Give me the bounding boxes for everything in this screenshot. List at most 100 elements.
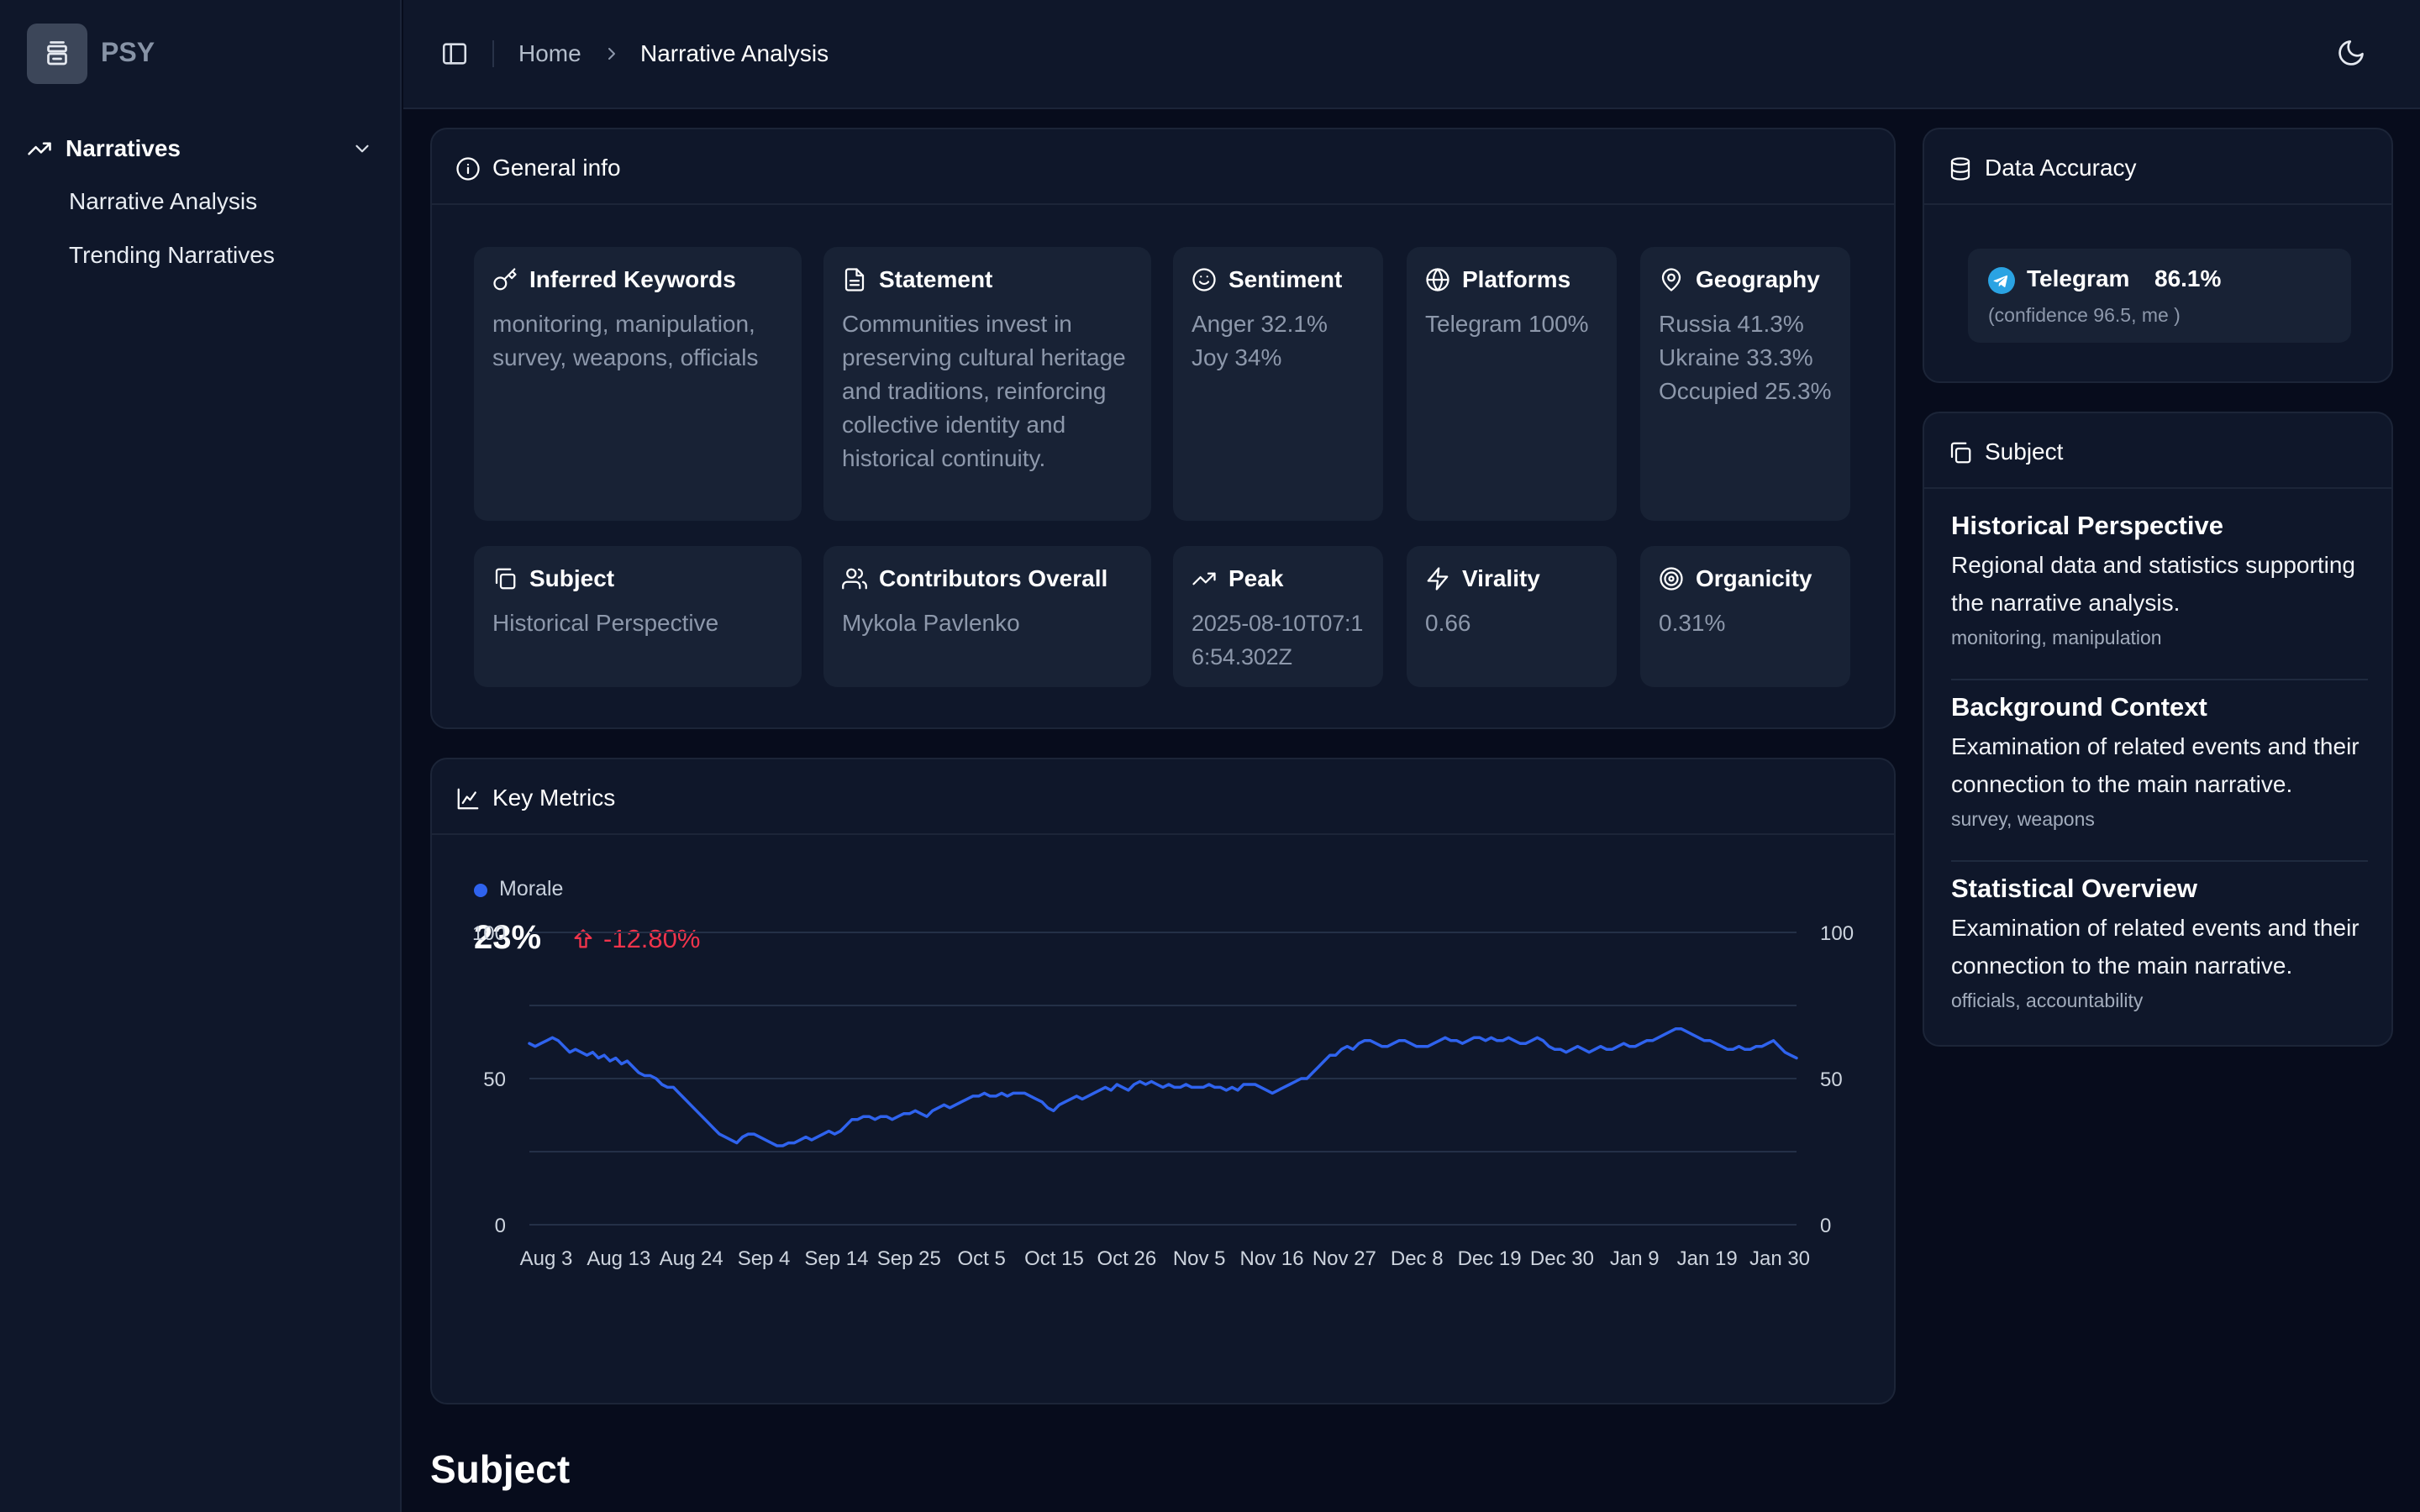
divider (492, 40, 494, 67)
card-header: Key Metrics (432, 759, 1894, 835)
x-tick-label: Oct 15 (1024, 1247, 1084, 1270)
platform-percent: 86.1% (2154, 265, 2222, 291)
y-tick-label-right: 100 (1820, 922, 1854, 945)
x-tick-label: Dec 30 (1530, 1247, 1594, 1270)
legend-label: Morale (499, 877, 564, 900)
sidebar-item-trending-narratives[interactable]: Trending Narratives (69, 242, 275, 268)
top-bar: Home Narrative Analysis (403, 0, 2420, 109)
sentiment-line: Joy 34% (1192, 344, 1282, 370)
keywords-value: monitoring, manipulation, survey, weapon… (492, 311, 759, 370)
tile-title: Inferred Keywords (529, 266, 736, 292)
app-logo-icon (47, 41, 67, 66)
statement-tile: Statement Communities invest in preservi… (823, 247, 1151, 521)
subject-card: Subject Historical Perspective Regional … (1923, 412, 2393, 1047)
x-tick-label: Nov 16 (1240, 1247, 1304, 1270)
section-heading: Subject (430, 1447, 571, 1491)
x-tick-label: Jan 19 (1677, 1247, 1738, 1270)
subject-item[interactable]: Background Context Examination of relate… (1951, 690, 2368, 862)
geography-line: Occupied 25.3% (1659, 378, 1832, 404)
key-icon (493, 268, 517, 291)
delta-value: -12.80% (603, 924, 701, 953)
sentiment-line: Anger 32.1% (1192, 311, 1328, 337)
organicity-tile: Organicity 0.31% (1640, 546, 1850, 687)
subject-item-tags: monitoring, manipulation (1951, 627, 2162, 648)
platform-name: Telegram (2027, 265, 2130, 291)
legend-dot (474, 884, 487, 897)
subject-item[interactable]: Statistical Overview Examination of rela… (1951, 872, 2368, 1032)
data-accuracy-card: Data Accuracy Telegram 86.1% (confidence… (1923, 128, 2393, 383)
x-tick-label: Dec 8 (1391, 1247, 1444, 1270)
trending-up-icon (1192, 572, 1216, 585)
card-header: Data Accuracy (1924, 129, 2391, 205)
sidebar-item-narrative-analysis[interactable]: Narrative Analysis (69, 188, 258, 214)
moon-icon[interactable] (2336, 38, 2366, 68)
virality-tile: Virality 0.66 (1407, 546, 1617, 687)
key-metrics-card: Key Metrics Morale 23% -12.80% 0 0 50 50 100… (430, 758, 1896, 1404)
subject-item[interactable]: Historical Perspective Regional data and… (1951, 509, 2368, 680)
contributors-value: Mykola Pavlenko (842, 610, 1020, 636)
card-title: Data Accuracy (1985, 155, 2137, 181)
metric-delta: -12.80% (571, 924, 700, 954)
tile-title: Subject (529, 565, 615, 591)
copy-icon (495, 568, 516, 590)
card-title: Key Metrics (492, 785, 616, 811)
trending-up-icon (28, 142, 51, 155)
y-tick-label-left: 50 (483, 1068, 506, 1091)
globe-icon (1426, 268, 1449, 291)
tile-title: Peak (1228, 565, 1284, 591)
subject-item-description: Regional data and statistics supporting … (1951, 552, 2355, 616)
metric-value: 23% (474, 919, 542, 956)
sidebar-toggle-icon[interactable] (440, 39, 469, 68)
subject-item-tags: officials, accountability (1951, 990, 2144, 1011)
series-line (528, 1027, 1798, 1147)
general-info-card: General info Inferred Keywords monitorin… (430, 128, 1896, 729)
x-tick-label: Aug 13 (587, 1247, 650, 1270)
tile-title: Platforms (1462, 266, 1571, 292)
contributors-tile: Contributors Overall Mykola Pavlenko (823, 546, 1151, 687)
subject-tile: Subject Historical Perspective (474, 546, 802, 687)
geography-tile: Geography Russia 41.3% Ukraine 33.3% Occ… (1640, 247, 1850, 521)
statement-value: Communities invest in preserving cultura… (842, 311, 1126, 471)
platforms-value: Telegram 100% (1425, 311, 1589, 337)
document-icon (844, 268, 865, 291)
x-tick-label: Aug 3 (520, 1247, 573, 1270)
keywords-tile: Inferred Keywords monitoring, manipulati… (474, 247, 802, 521)
morale-line-chart: 0 0 50 50 100 100 Aug 3 Aug 13 Aug 24 Sep 4 Sep 14… (472, 922, 1854, 1270)
arrow-up-icon (574, 929, 592, 948)
card-header: General info (432, 129, 1894, 205)
x-tick-label: Jan 9 (1610, 1247, 1660, 1270)
y-tick-label-right: 50 (1820, 1068, 1843, 1091)
platforms-tile: Platforms Telegram 100% (1407, 247, 1617, 521)
tile-title: Sentiment (1228, 266, 1343, 292)
chevron-down-icon[interactable] (351, 138, 373, 160)
accuracy-item: Telegram 86.1% (confidence 96.5, me ) (1968, 249, 2351, 343)
breadcrumb-home[interactable]: Home (518, 40, 581, 66)
target-icon (1660, 567, 1683, 591)
x-tick-label: Nov 5 (1173, 1247, 1226, 1270)
smile-icon (1192, 268, 1216, 291)
nav-group-narratives[interactable]: Narratives (27, 133, 380, 165)
x-tick-label: Sep 14 (804, 1247, 868, 1270)
y-tick-label-left: 0 (495, 1215, 506, 1237)
subject-item-description: Examination of related events and their … (1951, 915, 2360, 979)
subject-item-title: Background Context (1951, 692, 2207, 722)
subject-item-description: Examination of related events and their … (1951, 733, 2360, 797)
subject-value: Historical Perspective (492, 610, 719, 636)
sentiment-tile: Sentiment Anger 32.1% Joy 34% (1173, 247, 1383, 521)
tile-title: Virality (1462, 565, 1540, 591)
geography-line: Ukraine 33.3% (1659, 344, 1813, 370)
card-title: Subject (1985, 438, 2064, 465)
tile-title: Geography (1696, 266, 1820, 292)
x-tick-label: Aug 24 (660, 1247, 723, 1270)
virality-value: 0.66 (1425, 610, 1471, 636)
card-title: General info (492, 155, 621, 181)
database-icon (1950, 157, 1970, 181)
x-tick-label: Jan 30 (1749, 1247, 1810, 1270)
confidence-note: (confidence 96.5, me ) (1988, 304, 2181, 326)
nav-group-label: Narratives (66, 135, 181, 161)
breadcrumb-current: Narrative Analysis (640, 40, 829, 66)
brand-name: PSY (101, 37, 155, 67)
logo[interactable] (27, 24, 87, 84)
x-tick-label: Sep 25 (877, 1247, 941, 1270)
tile-title: Organicity (1696, 565, 1812, 591)
